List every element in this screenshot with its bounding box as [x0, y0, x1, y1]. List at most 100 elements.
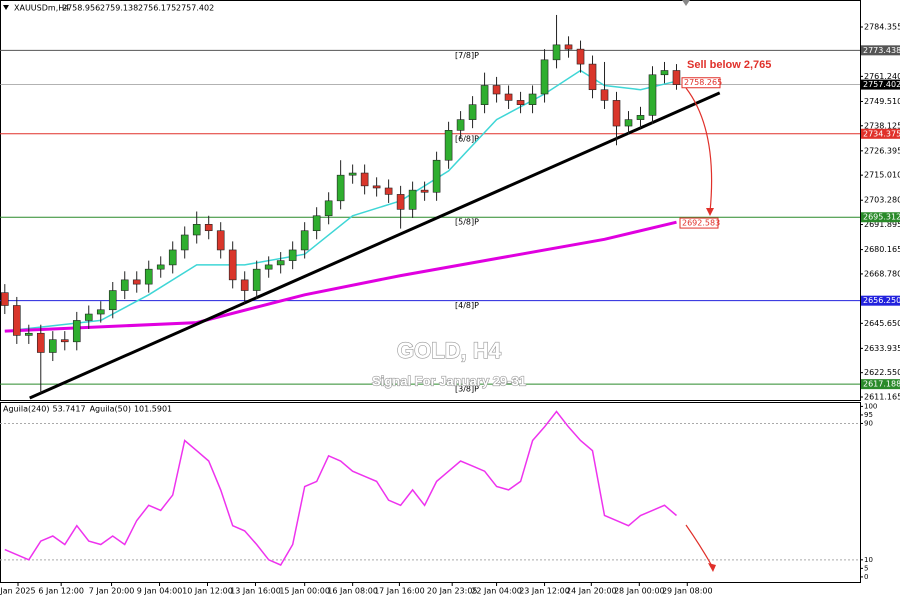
candle-body [120, 279, 129, 291]
y-tick-label: 2668.780 [864, 269, 900, 278]
indicator-tick-label: 5 [864, 564, 868, 572]
level-value: 2734.375 [863, 129, 900, 138]
candle-body [672, 70, 681, 85]
candle-body [660, 70, 669, 76]
candle-body [204, 224, 213, 232]
level-value: 2617.188 [863, 380, 900, 389]
current-price-box [861, 79, 900, 90]
indicator-tick-label: 90 [864, 419, 873, 427]
shift-marker [682, 0, 690, 6]
x-tick-label: 24 Jan 20:00 [566, 587, 617, 596]
header-ohlc: 2759.138 [100, 4, 138, 13]
level-value: 2773.438 [863, 46, 900, 55]
candle-body [0, 292, 9, 306]
plot-layer: 2758.956 2759.138 2756.175 2757.4022784.355… [0, 4, 900, 596]
candle-body [528, 93, 537, 105]
candle-body [252, 268, 261, 291]
x-tick-label: 9 Jan 04:00 [137, 587, 183, 596]
level-box [861, 295, 900, 306]
x-tick-label: 22 Jan 04:00 [471, 587, 522, 596]
candle-body [456, 119, 465, 131]
candle-body [444, 130, 453, 161]
price-label: 2692.583 [682, 219, 720, 228]
candle-body [264, 264, 273, 270]
price-label: 2758.265 [684, 78, 722, 87]
level-box [861, 212, 900, 223]
candle-body [348, 172, 357, 176]
candle-body [96, 309, 105, 315]
chart-subtitle: Signal For January 29-31 [372, 373, 526, 388]
x-tick-label: 28 Jan 00:00 [614, 587, 665, 596]
candle-body [396, 194, 405, 210]
header-ohlc: 2757.402 [176, 4, 214, 13]
candle-body [84, 313, 93, 321]
candle-body [12, 305, 21, 336]
candle-body [180, 234, 189, 251]
level-value: 2695.312 [863, 213, 900, 222]
y-tick-label: 2622.550 [864, 368, 900, 377]
x-tick-label: 23 Jan 12:00 [519, 587, 570, 596]
y-tick-label: 2738.125 [864, 121, 900, 130]
candle-body [276, 260, 285, 266]
candle-body [576, 48, 585, 65]
candle-body [144, 268, 153, 285]
symbol-arrow [3, 5, 9, 10]
candle-body [504, 93, 513, 101]
candle-body [336, 174, 345, 202]
candle-body [168, 249, 177, 266]
level-box [861, 379, 900, 390]
candle-body [60, 339, 69, 343]
candle-body [192, 224, 201, 236]
indicator-tick-label: 0 [864, 573, 868, 581]
candle-body [156, 264, 165, 270]
y-tick-label: 2691.895 [864, 220, 900, 229]
level-name: [3/8]P [455, 385, 479, 394]
chart-title: GOLD, H4 [397, 338, 502, 363]
candle-body [48, 339, 57, 353]
candle-body [72, 320, 81, 343]
y-tick-label: 2715.010 [864, 171, 900, 180]
level-box [861, 128, 900, 139]
header-ohlc: 2756.175 [138, 4, 176, 13]
candle-body [132, 279, 141, 285]
x-tick-label: 17 Jan 16:00 [374, 587, 425, 596]
x-tick-label: 20 Jan 23:05 [427, 587, 478, 596]
y-tick-label: 2645.650 [864, 319, 900, 328]
annotation: Sell below 2,765 [687, 59, 771, 71]
candle-body [468, 104, 477, 120]
current-price: 2757.402 [863, 80, 900, 89]
candle-body [216, 230, 225, 251]
y-tick-label: 2680.165 [864, 245, 900, 254]
candle-body [492, 85, 501, 95]
x-tick-label: 7 Jan 20:00 [89, 587, 135, 596]
candle-body [564, 44, 573, 50]
indicator-tick-label: 100 [864, 402, 877, 410]
candle-body [624, 119, 633, 127]
y-tick-label: 2611.165 [864, 392, 900, 401]
candle-body [312, 215, 321, 232]
y-tick-label: 2761.240 [864, 72, 900, 81]
candle-body [372, 185, 381, 189]
level-box [861, 45, 900, 56]
candle-body [480, 85, 489, 105]
indicator-tick-label: 10 [864, 556, 873, 564]
price-label-box [679, 217, 719, 229]
x-tick-label: 15 Jan 00:00 [279, 587, 330, 596]
candle-body [540, 59, 549, 95]
candle-body [36, 332, 45, 353]
price-label-box [681, 77, 721, 89]
x-tick-label: 16 Jan 08:00 [327, 587, 378, 596]
level-name: [7/8]P [455, 51, 479, 60]
x-tick-label: 29 Jan 08:00 [662, 587, 713, 596]
arrow-head [708, 563, 716, 572]
candle-body [612, 100, 621, 127]
level-name: [5/8]P [455, 218, 479, 227]
indicator-panel-frame [0, 402, 861, 583]
y-tick-label: 2749.510 [864, 97, 900, 106]
candle-body [432, 159, 441, 193]
x-tick-label: 6 Jan 12:00 [38, 587, 84, 596]
y-tick-label: 2703.280 [864, 196, 900, 205]
candle-body [360, 172, 369, 187]
symbol: XAUUSDm,H4 [14, 4, 69, 13]
